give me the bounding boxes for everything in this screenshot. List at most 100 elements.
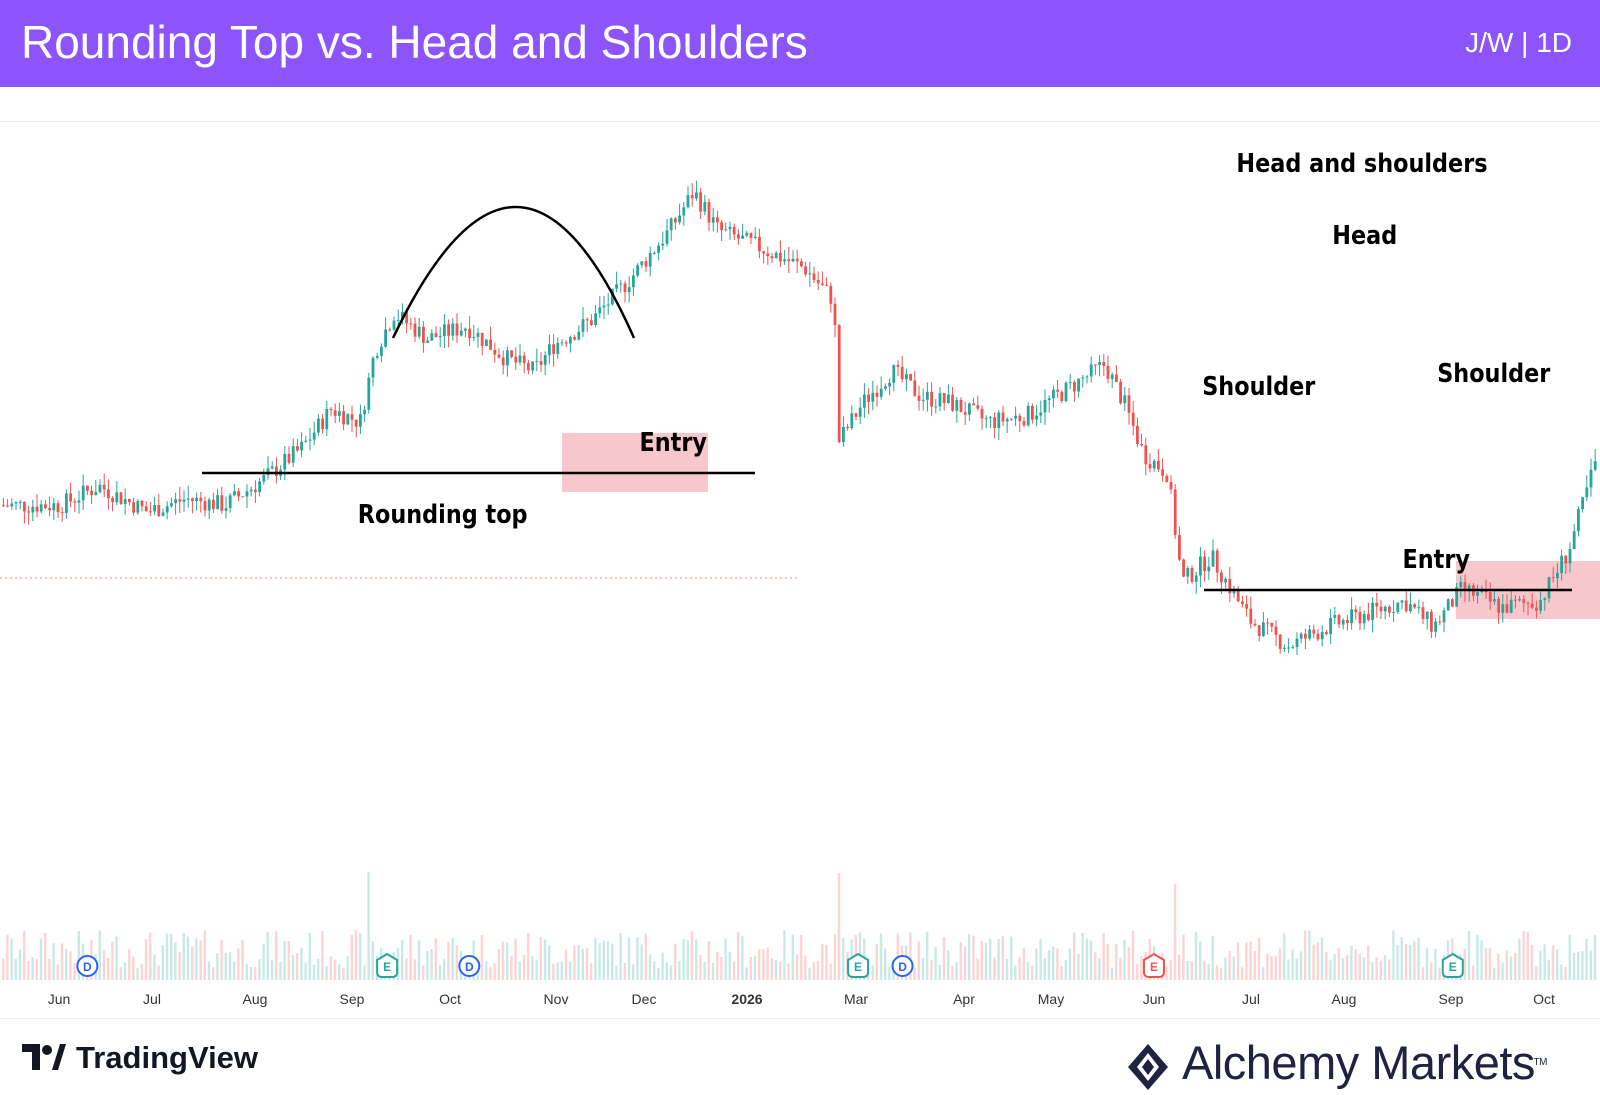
candle — [1207, 556, 1211, 580]
candle — [1085, 375, 1089, 384]
candle — [56, 500, 60, 518]
volume-bar — [333, 959, 337, 980]
candle-body — [1035, 415, 1038, 420]
volume-bar — [329, 956, 332, 980]
title-bar: Rounding Top vs. Head and Shoulders J/W … — [0, 0, 1600, 87]
candle-body — [254, 489, 257, 493]
volume-bar — [18, 949, 22, 980]
candle — [207, 497, 211, 520]
candle-body — [867, 394, 870, 402]
candle-body — [296, 446, 299, 451]
candle — [1568, 542, 1572, 573]
volume-bar — [367, 871, 370, 980]
volume-bar — [732, 961, 736, 980]
event-letter: E — [854, 960, 862, 974]
volume-bar — [1110, 967, 1114, 980]
candle-body — [661, 243, 665, 246]
candle-body — [65, 493, 68, 513]
candle — [564, 340, 568, 348]
x-tick-label: Nov — [544, 991, 569, 1007]
volume-bar — [1425, 947, 1429, 980]
candle — [1354, 605, 1358, 620]
volume-bar — [968, 933, 971, 980]
volume-bar — [77, 931, 80, 980]
earnings-event-icon[interactable]: E — [1142, 952, 1165, 978]
candle — [539, 352, 543, 372]
candle — [1430, 609, 1433, 639]
candle-body — [338, 411, 341, 416]
candle-body — [720, 222, 723, 231]
earnings-event-icon[interactable]: E — [376, 952, 399, 978]
candle-body — [102, 484, 106, 490]
volume-bar — [413, 959, 416, 980]
earnings-event-icon[interactable]: E — [847, 952, 870, 978]
candle-body — [900, 366, 904, 380]
volume-bar — [1035, 948, 1038, 980]
candle-body — [1278, 634, 1282, 649]
event-letter: D — [83, 960, 92, 974]
candle — [39, 500, 43, 514]
candle — [1396, 602, 1400, 614]
earnings-event-icon[interactable]: E — [1441, 952, 1464, 978]
candle-body — [1572, 531, 1576, 550]
candle — [1593, 449, 1597, 472]
candle — [1186, 565, 1190, 584]
head-shoulders-title: Head and shoulders — [1236, 147, 1487, 178]
dividend-event-icon[interactable]: D — [891, 955, 914, 977]
event-badge — [1441, 952, 1464, 978]
candle-body — [14, 502, 18, 504]
candle — [506, 346, 509, 377]
volume-bar — [312, 964, 316, 980]
candle — [1295, 632, 1299, 655]
candle-body — [653, 252, 656, 254]
candle — [913, 370, 917, 398]
candle-body — [1438, 621, 1442, 623]
candle — [619, 279, 623, 293]
candle-body — [60, 512, 64, 514]
volume-bar — [275, 931, 278, 980]
candle — [1526, 601, 1530, 616]
event-badge — [1142, 952, 1165, 978]
candle — [783, 250, 786, 265]
volume-bar — [1480, 940, 1483, 980]
volume-bar — [10, 938, 13, 980]
candle — [1316, 629, 1320, 642]
candle-body — [1228, 578, 1232, 594]
volume-bar — [182, 933, 185, 980]
volume-bar — [1089, 940, 1093, 980]
candle-body — [611, 288, 614, 305]
candle — [308, 427, 312, 451]
volume-bar — [1509, 956, 1513, 980]
candle — [31, 499, 35, 522]
dividend-event-icon[interactable]: D — [76, 955, 99, 977]
volume-bar — [871, 965, 874, 980]
candle-body — [1560, 555, 1563, 574]
volume-bar — [102, 950, 106, 980]
volume-bar — [1371, 962, 1374, 980]
candle-body — [1081, 377, 1085, 379]
candle — [514, 347, 518, 371]
volume-bar — [1581, 951, 1584, 980]
dividend-event-icon[interactable]: D — [458, 955, 481, 977]
volume-bar — [1547, 960, 1550, 980]
candle — [1375, 592, 1379, 618]
candle-body — [829, 285, 833, 304]
candle — [1035, 404, 1038, 427]
candle — [1005, 417, 1009, 433]
volume-bar — [245, 964, 248, 980]
candle-body — [245, 491, 249, 497]
candle — [644, 257, 648, 273]
candle-body — [695, 192, 698, 199]
candle — [245, 484, 249, 509]
candle-body — [816, 279, 820, 284]
candle — [745, 230, 749, 238]
x-tick-label: Jun — [1143, 991, 1166, 1007]
candle-body — [447, 324, 450, 336]
candle-body — [1102, 362, 1106, 366]
candle-body — [312, 432, 316, 440]
volume-bar — [1404, 943, 1408, 980]
volume-bar — [153, 954, 156, 980]
candle-body — [363, 409, 366, 415]
candle-body — [1312, 629, 1316, 634]
volume-bar — [14, 959, 17, 980]
